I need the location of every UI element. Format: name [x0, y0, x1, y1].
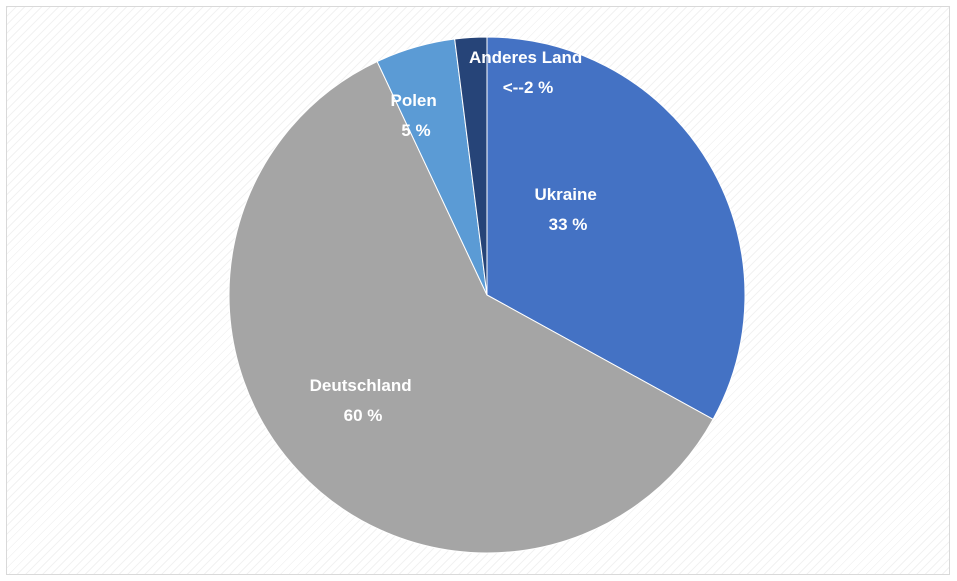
slice-value-ukraine: 33 % — [549, 215, 588, 234]
slice-name-polen: Polen — [390, 91, 436, 110]
pie-slice-anderes-land — [454, 36, 488, 296]
slice-value-deutschland: 60 % — [344, 406, 383, 425]
slice-labels: Ukraine 33 % Deutschland 60 % Polen 5 % … — [310, 48, 601, 425]
slice-value-anderes-land: <--2 % — [503, 78, 554, 97]
slice-label-anderes-land: Anderes Land <--2 % — [469, 48, 587, 97]
slice-label-ukraine: Ukraine 33 % — [534, 185, 601, 234]
slice-name-ukraine: Ukraine — [534, 185, 596, 204]
slice-value-polen: 5 % — [401, 121, 430, 140]
pie-slices — [228, 36, 746, 554]
slice-label-deutschland: Deutschland 60 % — [310, 376, 417, 425]
pie-slice-deutschland — [228, 60, 714, 554]
slice-name-anderes-land: Anderes Land — [469, 48, 582, 67]
slice-label-polen: Polen 5 % — [390, 91, 441, 140]
slice-name-deutschland: Deutschland — [310, 376, 412, 395]
pie-slice-ukraine — [486, 36, 746, 420]
